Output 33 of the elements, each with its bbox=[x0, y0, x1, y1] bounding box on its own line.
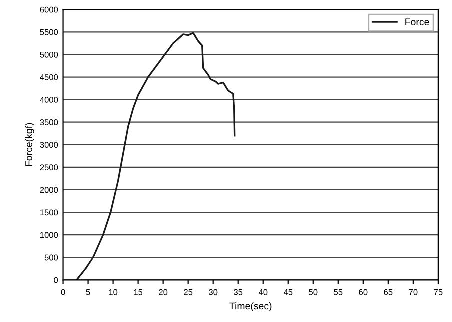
x-tick-label: 35 bbox=[234, 289, 243, 296]
x-tick-label: 20 bbox=[159, 289, 168, 296]
x-tick-label: 45 bbox=[284, 289, 293, 296]
y-tick-label: 3500 bbox=[40, 120, 58, 126]
x-tick-label: 30 bbox=[209, 289, 218, 296]
y-tick-label: 0 bbox=[54, 277, 58, 284]
x-tick-label: 70 bbox=[409, 289, 418, 296]
y-tick-label: 3000 bbox=[40, 142, 58, 148]
x-tick-label: 65 bbox=[384, 289, 393, 296]
x-axis-title: Time(sec) bbox=[230, 302, 272, 312]
x-tick-label: 25 bbox=[184, 289, 193, 296]
x-tick-label: 40 bbox=[258, 289, 268, 296]
y-tick-label: 1000 bbox=[40, 232, 58, 238]
y-tick-label: 2500 bbox=[40, 164, 58, 171]
y-tick-label: 1500 bbox=[40, 210, 58, 216]
x-tick-label: 15 bbox=[134, 289, 143, 296]
line-series bbox=[76, 32, 236, 280]
x-tick-label: 60 bbox=[359, 289, 368, 296]
x-tick-label: 75 bbox=[434, 289, 443, 296]
y-tick-label: 6000 bbox=[40, 6, 58, 13]
y-tick-label: 2000 bbox=[40, 187, 58, 194]
legend-label: Force bbox=[406, 18, 430, 26]
y-tick-label: 5000 bbox=[40, 52, 58, 58]
x-tick-label: 0 bbox=[61, 289, 66, 296]
x-tick-label: 50 bbox=[309, 289, 318, 296]
x-tick-label: 10 bbox=[109, 289, 118, 296]
y-tick-label: 500 bbox=[44, 254, 58, 261]
y-tick-label: 4500 bbox=[40, 74, 58, 80]
x-tick-label: 5 bbox=[86, 289, 90, 296]
y-axis-title: Force(kgf) bbox=[25, 123, 34, 166]
x-tick-label: 55 bbox=[334, 289, 343, 296]
y-tick-label: 4000 bbox=[40, 97, 58, 103]
y-tick-label: 5500 bbox=[40, 29, 58, 36]
